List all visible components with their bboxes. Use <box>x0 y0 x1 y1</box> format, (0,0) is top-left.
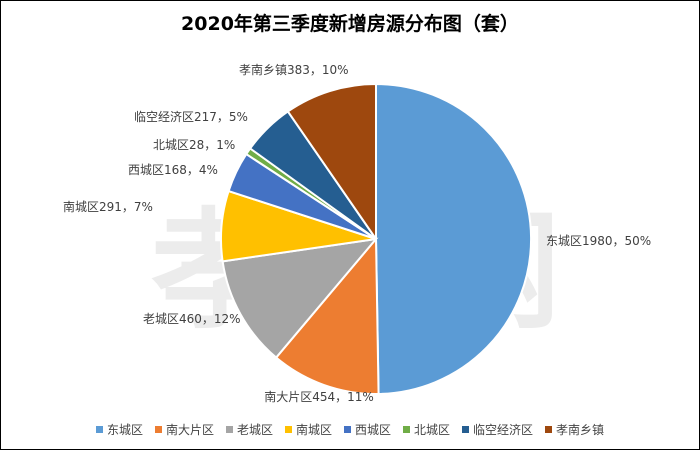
pie-slice-3 <box>221 237 379 359</box>
legend-item: 西城区 <box>344 421 391 438</box>
slice-data-label: 北城区28，1% <box>153 138 235 152</box>
legend-label: 临空经济区 <box>473 423 534 437</box>
slice-data-label: 南城区291，7% <box>63 199 153 214</box>
slice-data-label: 孝南乡镇383，10% <box>239 62 349 77</box>
legend-swatch <box>344 426 351 433</box>
legend-label: 老城区 <box>236 423 273 437</box>
slice-data-label: 老城区460，12% <box>143 312 241 326</box>
slice-data-label: 南大片区454，11% <box>264 389 374 404</box>
legend-swatch <box>462 426 470 433</box>
legend-item: 北城区 <box>403 421 450 438</box>
legend-item: 东城区 <box>95 421 143 438</box>
chart-legend: 东城区 南大片区 老城区 南城区 西城区 北城区 临空经济区 孝南乡镇 <box>1 421 699 438</box>
chart-title: 2020年第三季度新增房源分布图（套） <box>181 13 519 35</box>
legend-label: 北城区 <box>414 423 451 437</box>
legend-swatch <box>545 426 553 433</box>
slice-data-label: 东城区1980，50% <box>546 234 651 248</box>
slice-data-label: 西城区168，4% <box>128 163 218 177</box>
legend-item: 南大片区 <box>154 421 214 438</box>
legend-swatch <box>284 426 292 433</box>
legend-item: 孝南乡镇 <box>545 421 604 438</box>
legend-swatch <box>403 426 411 433</box>
pie-slice-8 <box>286 82 377 243</box>
legend-label: 南大片区 <box>165 423 214 437</box>
legend-label: 南城区 <box>295 423 332 437</box>
legend-item: 临空经济区 <box>462 421 533 438</box>
legend-swatch <box>95 426 103 433</box>
legend-swatch <box>225 426 233 433</box>
legend-swatch <box>154 426 162 433</box>
legend-item: 老城区 <box>225 421 273 438</box>
pie-slice-2 <box>274 236 380 395</box>
legend-label: 孝南乡镇 <box>556 423 605 437</box>
legend-item: 南城区 <box>284 421 332 438</box>
legend-label: 东城区 <box>106 423 143 437</box>
legend-label: 西城区 <box>355 423 392 437</box>
pie-slice-1 <box>375 82 533 395</box>
slice-data-label: 临空经济区217，5% <box>134 109 248 124</box>
